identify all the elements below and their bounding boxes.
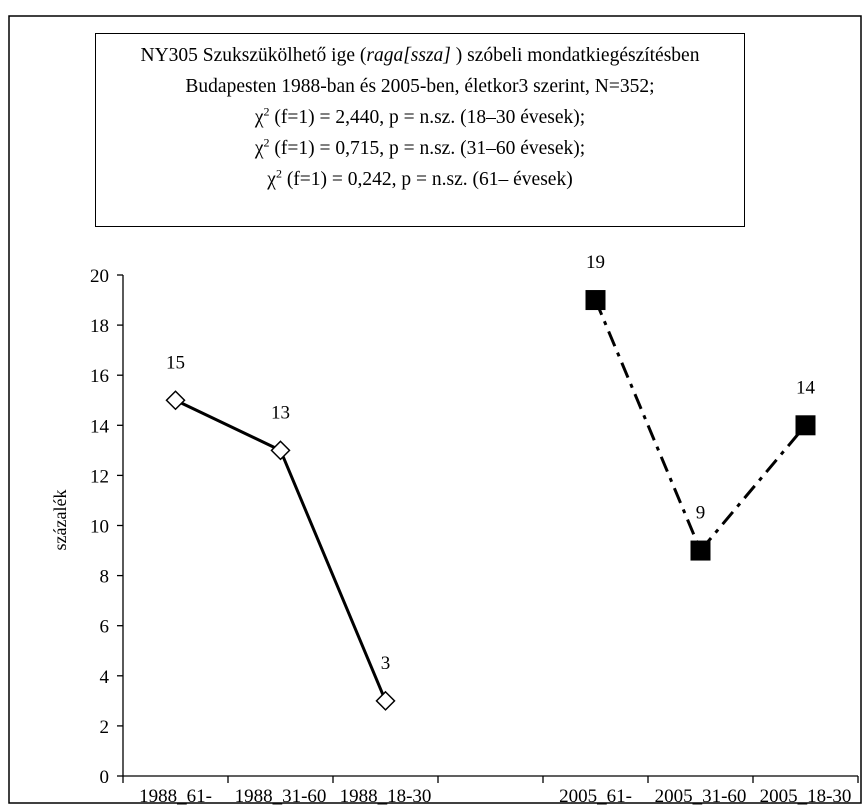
title-text: (f=1) = 2,440, p = n.sz. (18–30 évesek); bbox=[269, 107, 586, 128]
marker bbox=[270, 440, 291, 461]
y-tick-label: 6 bbox=[100, 617, 110, 638]
title-text: 2 bbox=[275, 166, 282, 181]
title-text: ) szóbeli mondatkiegészítésben bbox=[450, 45, 700, 66]
y-tick-label: 0 bbox=[100, 767, 110, 788]
title-text: (f=1) = 0,242, p = n.sz. (61– évesek) bbox=[281, 169, 573, 190]
title-text: NY305 Szukszükölhető ige ( bbox=[140, 45, 367, 66]
y-tick-label: 14 bbox=[90, 416, 110, 437]
title-text: χ bbox=[267, 169, 276, 190]
data-label: 19 bbox=[586, 252, 605, 273]
title-text: 2 bbox=[263, 104, 270, 119]
chart-title: NY305 Szukszükölhető ige (raga[ssza] ) s… bbox=[95, 33, 745, 227]
x-tick-label: 1988_31-60 bbox=[234, 786, 327, 807]
title-text: χ bbox=[254, 107, 264, 128]
x-tick-label: 2005_31-60 bbox=[654, 786, 747, 807]
y-tick-label: 16 bbox=[90, 366, 109, 387]
x-tick-label: 1988_18-30 bbox=[339, 786, 432, 807]
x-tick-label: 1988_61- bbox=[139, 786, 212, 807]
y-tick-label: 10 bbox=[90, 517, 109, 538]
series-line bbox=[594, 299, 807, 554]
marker bbox=[795, 415, 816, 436]
data-label: 9 bbox=[696, 503, 706, 524]
data-label: 15 bbox=[166, 352, 185, 373]
title-text: 2 bbox=[263, 135, 270, 150]
y-tick-label: 8 bbox=[100, 567, 110, 588]
y-tick-label: 18 bbox=[90, 316, 109, 337]
y-tick-label: 12 bbox=[90, 466, 109, 487]
data-label: 3 bbox=[381, 653, 391, 674]
data-label: 14 bbox=[796, 377, 816, 398]
y-axis-label: százalék bbox=[50, 490, 70, 551]
marker bbox=[375, 690, 396, 711]
title-text: (f=1) = 0,715, p = n.sz. (31–60 évesek); bbox=[269, 138, 586, 159]
marker bbox=[165, 390, 186, 411]
x-tick-label: 2005_18-30 bbox=[759, 786, 852, 807]
y-tick-label: 2 bbox=[100, 717, 110, 738]
marker bbox=[690, 540, 711, 561]
title-text: χ bbox=[254, 138, 264, 159]
title-text: raga[ssza] bbox=[366, 45, 451, 66]
x-tick-label: 2005_61- bbox=[559, 786, 632, 807]
y-tick-label: 20 bbox=[90, 266, 109, 287]
data-label: 13 bbox=[271, 402, 290, 423]
title-text: Budapesten 1988-ban és 2005-ben, életkor… bbox=[185, 76, 655, 97]
y-tick-label: 4 bbox=[100, 667, 110, 688]
frame bbox=[8, 15, 862, 804]
marker bbox=[585, 290, 606, 311]
